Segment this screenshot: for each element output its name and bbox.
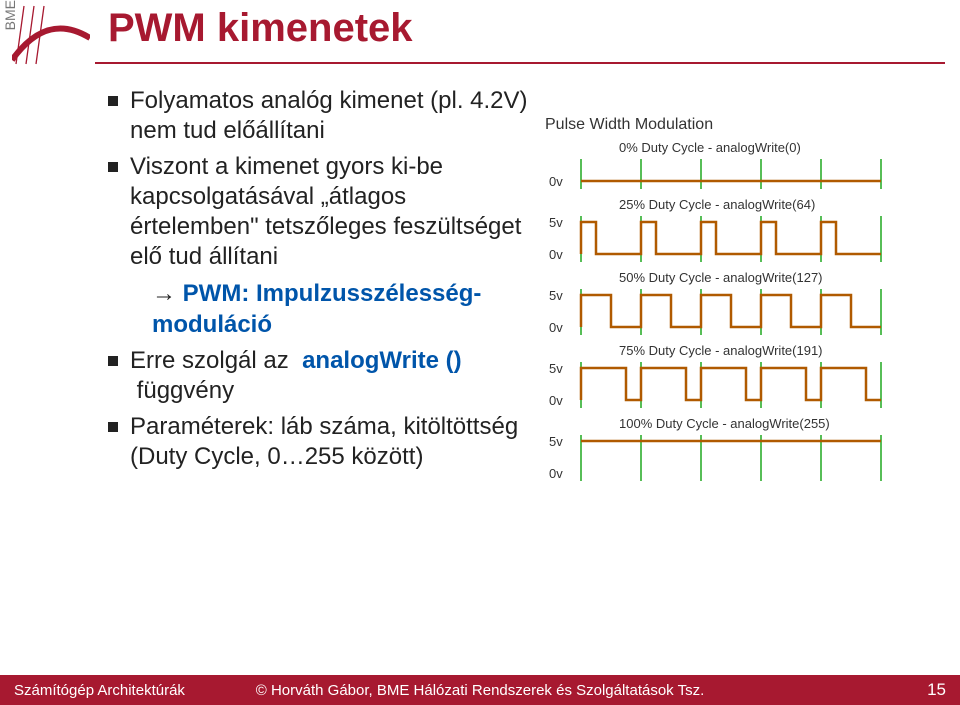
svg-text:0v: 0v — [549, 174, 563, 189]
pwm-item-header: 50% Duty Cycle - analogWrite(127) — [619, 270, 945, 285]
pwm-item-header: 100% Duty Cycle - analogWrite(255) — [619, 416, 945, 431]
pwm-waveform: 0v — [545, 157, 935, 191]
pwm-diagram-title: Pulse Width Modulation — [545, 116, 945, 134]
bullet-3-pre: Erre szolgál az — [130, 347, 289, 374]
footer-page-number: 15 — [927, 680, 946, 700]
arrow-icon: → — [152, 280, 176, 307]
svg-text:5v: 5v — [549, 215, 563, 230]
pwm-item-header: 0% Duty Cycle - analogWrite(0) — [619, 140, 945, 155]
bullet-3-text: Erre szolgál az analogWrite () függvény — [130, 346, 538, 406]
pwm-waveform: 5v 0v — [545, 360, 935, 410]
page-title: PWM kimenetek — [108, 6, 413, 51]
bullet-1-text: Folyamatos analóg kimenet (pl. 4.2V) nem… — [130, 86, 538, 146]
pwm-items-container: 0% Duty Cycle - analogWrite(0)0v25% Duty… — [545, 140, 945, 483]
title-underline — [95, 62, 945, 64]
svg-text:0v: 0v — [549, 247, 563, 262]
pwm-item: 25% Duty Cycle - analogWrite(64) 5v 0v — [545, 197, 945, 264]
pwm-item: 100% Duty Cycle - analogWrite(255) 5v 0v — [545, 416, 945, 483]
pwm-concept-label: PWM: Impulzusszélesség-moduláció — [152, 280, 481, 338]
pwm-item-header: 25% Duty Cycle - analogWrite(64) — [619, 197, 945, 212]
bme-logo — [12, 2, 90, 66]
bullet-4: Paraméterek: láb száma, kitöltöttség (Du… — [108, 412, 538, 472]
pwm-item: 0% Duty Cycle - analogWrite(0) 0v — [545, 140, 945, 191]
svg-text:0v: 0v — [549, 466, 563, 481]
bullet-4-text: Paraméterek: láb száma, kitöltöttség (Du… — [130, 412, 538, 472]
bullet-square-icon — [108, 96, 118, 106]
footer-left: Számítógép Architektúrák — [14, 682, 185, 699]
svg-text:5v: 5v — [549, 361, 563, 376]
bullet-2: Viszont a kimenet gyors ki-be kapcsolgat… — [108, 152, 538, 272]
svg-text:0v: 0v — [549, 320, 563, 335]
pwm-item: 50% Duty Cycle - analogWrite(127) 5v 0v — [545, 270, 945, 337]
svg-text:5v: 5v — [549, 434, 563, 449]
content-area: Folyamatos analóg kimenet (pl. 4.2V) nem… — [108, 86, 538, 478]
footer-center: © Horváth Gábor, BME Hálózati Rendszerek… — [256, 682, 704, 699]
pwm-waveform: 5v 0v — [545, 287, 935, 337]
bullet-1: Folyamatos analóg kimenet (pl. 4.2V) nem… — [108, 86, 538, 146]
bullet-3: Erre szolgál az analogWrite () függvény — [108, 346, 538, 406]
footer-bar: Számítógép Architektúrák © Horváth Gábor… — [0, 675, 960, 705]
svg-text:0v: 0v — [549, 393, 563, 408]
bullet-square-icon — [108, 422, 118, 432]
analogwrite-api: analogWrite () — [302, 347, 462, 374]
bullet-square-icon — [108, 162, 118, 172]
bullet-2-arrow-line: → PWM: Impulzusszélesség-moduláció — [152, 278, 538, 340]
bullet-square-icon — [108, 356, 118, 366]
slide-root: BME PWM kimenetek Folyamatos analóg kime… — [0, 0, 960, 705]
pwm-waveform: 5v 0v — [545, 433, 935, 483]
bullet-2-text: Viszont a kimenet gyors ki-be kapcsolgat… — [130, 152, 538, 272]
bullet-3-post: függvény — [137, 377, 234, 404]
pwm-item-header: 75% Duty Cycle - analogWrite(191) — [619, 343, 945, 358]
pwm-diagram: Pulse Width Modulation 0% Duty Cycle - a… — [545, 116, 945, 489]
svg-text:5v: 5v — [549, 288, 563, 303]
pwm-waveform: 5v 0v — [545, 214, 935, 264]
pwm-item: 75% Duty Cycle - analogWrite(191) 5v 0v — [545, 343, 945, 410]
